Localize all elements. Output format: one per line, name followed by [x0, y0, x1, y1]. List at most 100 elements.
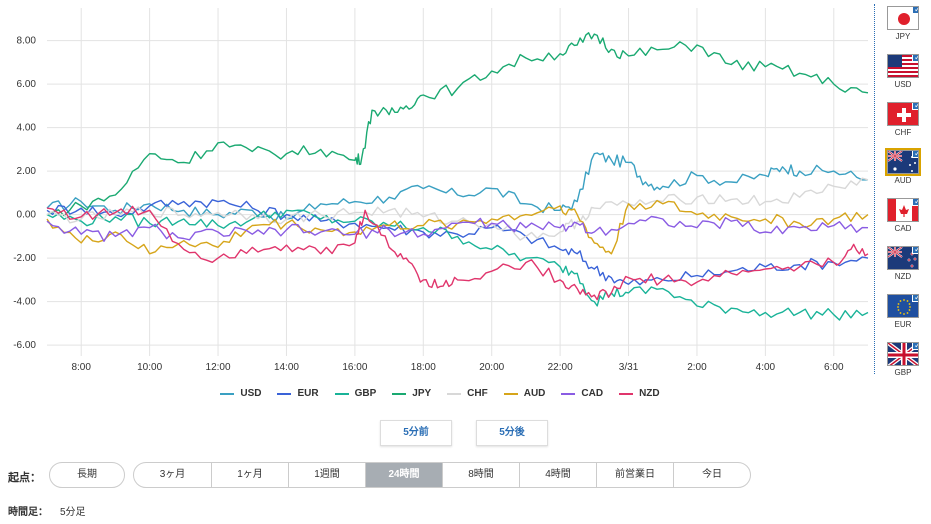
currency-strength-chart: 8.00 6.00 4.00 2.00 0.00 -2.00 -4.00 -6.00 8:00 1…	[13, 8, 869, 373]
x-tick-label: 4:00	[756, 362, 776, 373]
series-line-aud	[46, 199, 869, 255]
range-option-8hours[interactable]: 8時間	[442, 463, 519, 487]
flag-aud[interactable]: ✓ AUD	[885, 148, 921, 194]
x-tick-label: 14:00	[274, 362, 299, 373]
eu-flag-icon: ✓	[887, 294, 919, 318]
prev-5min-button[interactable]: 5分前	[380, 420, 452, 446]
check-icon: ✓	[912, 247, 918, 254]
flag-nzd[interactable]: ✓ NZD	[886, 246, 920, 290]
x-tick-label: 22:00	[548, 362, 573, 373]
usa-flag-icon: ✓	[887, 54, 919, 78]
next-5min-button[interactable]: 5分後	[476, 420, 548, 446]
flag-label: CHF	[894, 128, 912, 137]
check-icon: ✓	[912, 151, 918, 158]
flag-label: NZD	[894, 272, 912, 281]
y-tick-label: -4.00	[13, 297, 36, 308]
y-tick-label: 6.00	[17, 79, 37, 90]
series-line-usd	[46, 152, 869, 223]
chart-legend: USD EUR GBP JPY CHF AUD CAD NZD	[0, 388, 880, 399]
australia-flag-icon: ✓	[885, 148, 921, 176]
range-option-1week[interactable]: 1週間	[288, 463, 365, 487]
flag-label: CAD	[894, 224, 912, 233]
flag-label: USD	[894, 80, 912, 89]
x-tick-label: 10:00	[137, 362, 162, 373]
legend-swatch	[619, 392, 634, 395]
x-tick-label: 12:00	[206, 362, 231, 373]
switzerland-flag-icon: ✓	[887, 102, 919, 126]
check-icon: ✓	[912, 55, 918, 62]
legend-item-chf[interactable]: CHF	[447, 388, 488, 399]
check-icon: ✓	[912, 103, 918, 110]
legend-item-cad[interactable]: CAD	[561, 388, 603, 399]
flag-gbp[interactable]: ✓ GBP	[886, 342, 920, 386]
legend-label: USD	[240, 388, 262, 399]
new-zealand-flag-icon: ✓	[887, 246, 919, 270]
legend-label: CAD	[581, 388, 604, 399]
legend-label: JPY	[412, 388, 432, 399]
legend-label: GBP	[354, 388, 377, 399]
range-option-4hours[interactable]: 4時間	[519, 463, 596, 487]
y-tick-label: -6.00	[13, 340, 36, 351]
currency-flag-panel: ✓ JPY ✓ USD ✓ CHF	[874, 4, 931, 377]
legend-swatch	[334, 392, 349, 395]
range-selector: 3ヶ月 1ヶ月 1週間 24時間 8時間 4時間 前営業日 今日	[133, 462, 751, 488]
canada-flag-icon: ✓	[887, 198, 919, 222]
series-line-eur	[46, 199, 869, 286]
series-line-jpy	[46, 32, 869, 217]
check-icon: ✓	[912, 199, 918, 206]
legend-item-nzd[interactable]: NZD	[619, 388, 660, 399]
legend-swatch	[392, 392, 407, 395]
x-tick-label: 8:00	[71, 362, 91, 373]
range-option-today[interactable]: 今日	[673, 463, 750, 487]
legend-item-eur[interactable]: EUR	[277, 388, 319, 399]
series-line-chf	[46, 177, 869, 241]
legend-swatch	[503, 392, 518, 395]
legend-item-usd[interactable]: USD	[220, 388, 261, 399]
legend-item-aud[interactable]: AUD	[503, 388, 545, 399]
japan-flag-icon: ✓	[887, 6, 919, 30]
interval-value: 5分足	[60, 507, 86, 518]
y-tick-label: 0.00	[17, 210, 37, 221]
x-tick-label: 3/31	[619, 362, 639, 373]
x-tick-label: 18:00	[411, 362, 436, 373]
flag-jpy[interactable]: ✓ JPY	[886, 6, 920, 50]
x-tick-label: 2:00	[687, 362, 707, 373]
chart-area: 8.00 6.00 4.00 2.00 0.00 -2.00 -4.00 -6.00 8:00 1…	[13, 8, 869, 373]
range-option-previous-business-day[interactable]: 前営業日	[596, 463, 673, 487]
legend-item-gbp[interactable]: GBP	[334, 388, 377, 399]
legend-label: CHF	[467, 388, 488, 399]
y-tick-label: 2.00	[17, 166, 37, 177]
y-tick-label: 8.00	[17, 36, 37, 47]
y-tick-label: -2.00	[13, 253, 36, 264]
range-option-24hours[interactable]: 24時間	[365, 463, 442, 487]
x-tick-label: 6:00	[824, 362, 844, 373]
uk-flag-icon: ✓	[887, 342, 919, 366]
flag-usd[interactable]: ✓ USD	[886, 54, 920, 98]
range-option-1month[interactable]: 1ヶ月	[211, 463, 288, 487]
interval-label: 時間足：	[8, 507, 48, 518]
flag-eur[interactable]: ✓ EUR	[886, 294, 920, 338]
legend-label: EUR	[297, 388, 319, 399]
series-line-gbp	[46, 209, 869, 321]
legend-swatch	[561, 392, 576, 395]
range-label: 起点：	[8, 472, 41, 484]
y-tick-label: 4.00	[17, 123, 37, 134]
legend-swatch	[220, 392, 235, 395]
x-tick-label: 20:00	[479, 362, 504, 373]
range-option-3months[interactable]: 3ヶ月	[159, 469, 186, 480]
legend-item-jpy[interactable]: JPY	[392, 388, 431, 399]
flag-label: EUR	[894, 320, 912, 329]
x-tick-label: 16:00	[342, 362, 367, 373]
flag-cad[interactable]: ✓ CAD	[886, 198, 920, 242]
check-icon: ✓	[912, 343, 918, 350]
legend-swatch	[277, 392, 292, 395]
legend-swatch	[447, 392, 462, 395]
legend-label: NZD	[639, 388, 660, 399]
long-term-button[interactable]: 長期	[49, 462, 125, 488]
series-line-cad	[46, 215, 869, 242]
flag-chf[interactable]: ✓ CHF	[886, 102, 920, 146]
flag-label: GBP	[894, 368, 912, 377]
check-icon: ✓	[912, 7, 918, 14]
check-icon: ✓	[912, 295, 918, 302]
flag-label: AUD	[894, 176, 912, 185]
